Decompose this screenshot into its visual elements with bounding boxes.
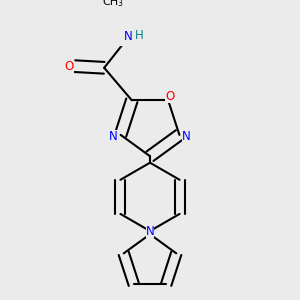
- Text: H: H: [135, 29, 143, 42]
- Text: CH: CH: [103, 0, 119, 7]
- Text: N: N: [146, 225, 154, 238]
- Text: N: N: [124, 30, 133, 44]
- Text: N: N: [182, 130, 191, 143]
- Text: O: O: [64, 60, 74, 73]
- Text: O: O: [165, 90, 174, 103]
- Text: N: N: [109, 130, 118, 143]
- Text: 3: 3: [117, 0, 122, 8]
